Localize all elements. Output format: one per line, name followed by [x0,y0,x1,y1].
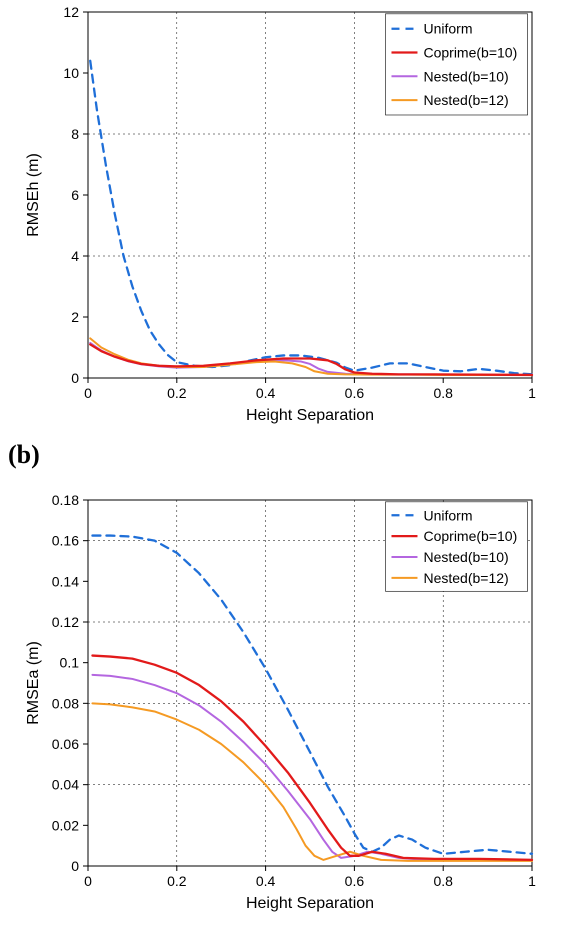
legend-item: Uniform [423,21,472,37]
svg-text:0.06: 0.06 [52,736,79,752]
svg-text:4: 4 [71,248,79,264]
subplot-label-b: (b) [8,440,40,470]
svg-text:0.18: 0.18 [52,492,79,508]
rmsea-chart: 0 0.2 0.4 0.6 0.8 1 0 0.02 0.04 0.06 0.08 0.1 0.12 0.… [20,488,544,918]
x-axis-label: Height Separation [246,895,374,912]
svg-text:8: 8 [71,126,79,142]
svg-text:0.2: 0.2 [167,385,187,401]
svg-text:12: 12 [63,4,79,20]
y-axis-label: RMSEa (m) [25,641,42,725]
svg-text:0.02: 0.02 [52,817,79,833]
svg-text:2: 2 [71,309,79,325]
svg-text:1: 1 [528,385,536,401]
rmseh-chart: 00.20.40.60.81024681012Height Separation… [20,0,544,430]
svg-text:0.6: 0.6 [345,873,365,889]
legend-item: Nested(b=12) [423,570,508,586]
svg-text:0.8: 0.8 [433,873,453,889]
svg-text:0.6: 0.6 [345,385,365,401]
legend-item: Nested(b=10) [423,68,508,84]
svg-text:10: 10 [63,65,79,81]
x-axis-label: Height Separation [246,407,374,424]
legend-item: Coprime(b=10) [423,528,517,544]
svg-text:0.8: 0.8 [433,385,453,401]
svg-text:0.04: 0.04 [52,777,79,793]
legend-item: Nested(b=10) [423,549,508,565]
svg-text:0.4: 0.4 [256,873,276,889]
svg-text:0: 0 [84,385,92,401]
svg-text:0.2: 0.2 [167,873,187,889]
y-axis-label: RMSEh (m) [25,153,42,237]
svg-text:1: 1 [528,873,536,889]
legend-item: Nested(b=12) [423,92,508,108]
svg-text:0: 0 [71,370,79,386]
svg-text:0.1: 0.1 [60,655,80,671]
svg-text:6: 6 [71,187,79,203]
svg-text:0: 0 [84,873,92,889]
svg-text:0.08: 0.08 [52,695,79,711]
svg-text:0.4: 0.4 [256,385,276,401]
svg-text:0.14: 0.14 [52,573,79,589]
svg-text:0: 0 [71,858,79,874]
svg-text:0.12: 0.12 [52,614,79,630]
legend-item: Uniform [423,507,472,523]
legend-item: Coprime(b=10) [423,45,517,61]
svg-text:0.16: 0.16 [52,533,79,549]
